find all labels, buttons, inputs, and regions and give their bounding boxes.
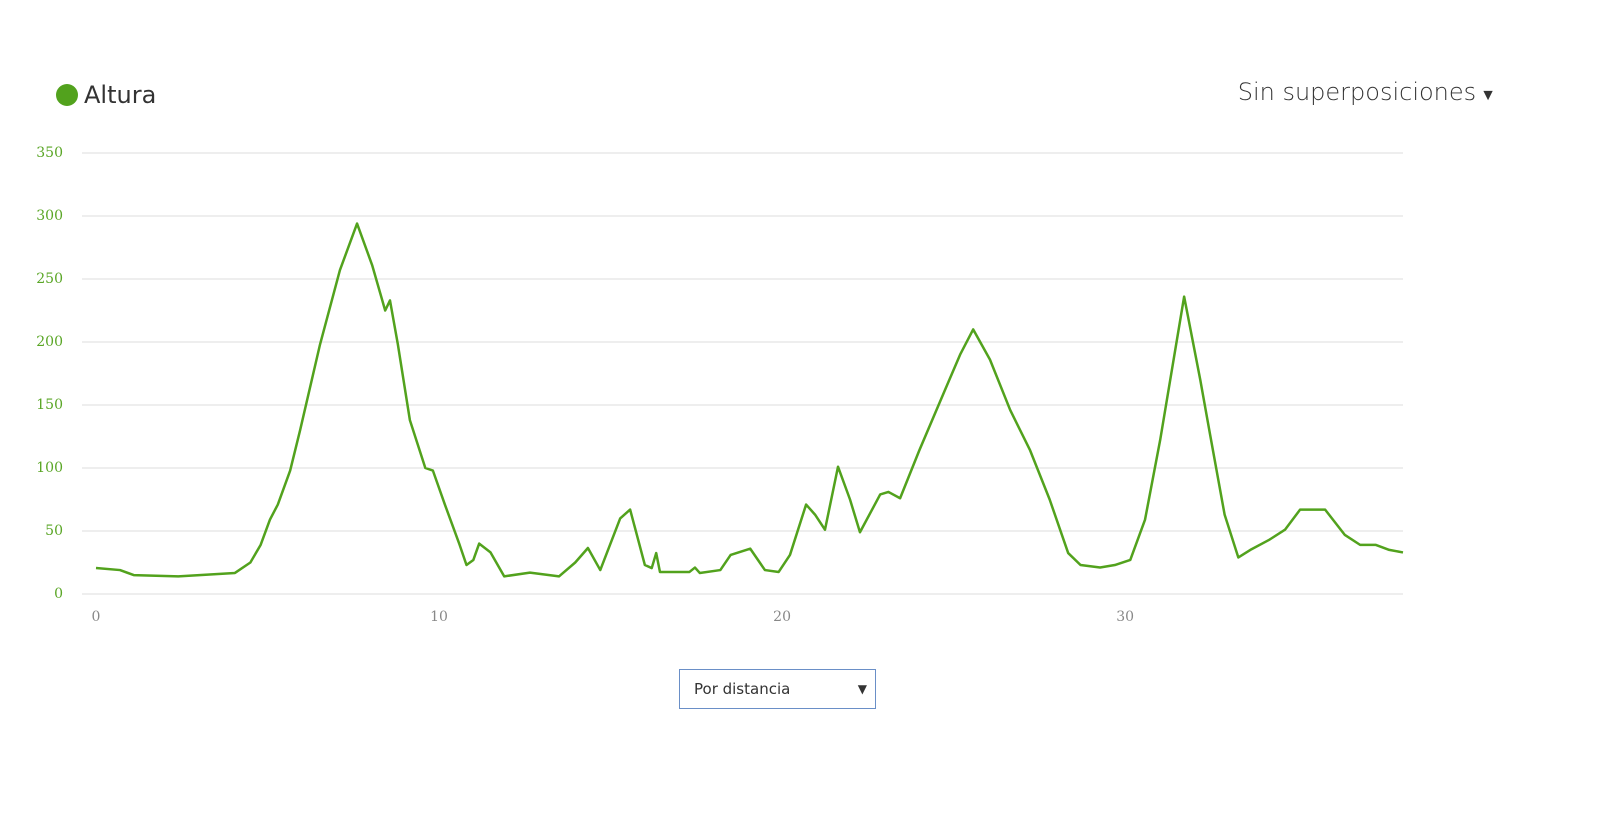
- y-tick-label: 350: [36, 145, 63, 161]
- y-tick-label: 0: [54, 586, 63, 602]
- x-tick-label: 0: [92, 609, 101, 625]
- x-tick-label: 20: [773, 609, 791, 625]
- elevation-line: [95, 222, 1404, 578]
- x-tick-label: 30: [1116, 609, 1134, 625]
- y-tick-label: 250: [36, 271, 63, 287]
- x-tick-label: 10: [430, 609, 448, 625]
- x-mode-select[interactable]: Por distancia ▼: [679, 669, 876, 709]
- overlay-dropdown[interactable]: Sin superposiciones ▼: [1238, 78, 1496, 106]
- y-tick-label: 150: [36, 397, 63, 413]
- x-mode-label: Por distancia: [694, 680, 791, 698]
- overlay-label: Sin superposiciones: [1237, 78, 1477, 106]
- dropdown-arrow: ▼: [857, 682, 867, 696]
- y-tick-label: 50: [45, 523, 63, 539]
- y-tick-label: 100: [36, 460, 63, 476]
- legend-label[interactable]: Altura: [84, 81, 156, 109]
- y-tick-label: 200: [36, 334, 63, 350]
- dropdown-arrow: ▼: [1480, 85, 1496, 104]
- legend-swatch: [56, 84, 78, 106]
- y-tick-label: 300: [36, 208, 63, 224]
